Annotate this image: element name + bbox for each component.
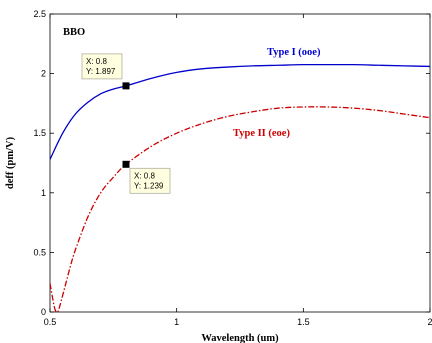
series-line-type-i: [50, 63, 430, 160]
datatip-x-text: X: 0.8: [134, 171, 155, 180]
datatip-box: [81, 53, 123, 80]
x-tick-label: 0.5: [44, 317, 57, 327]
datatip-marker[interactable]: [122, 160, 130, 168]
datatip-box: [129, 167, 171, 194]
y-tick-label: 2.5: [33, 9, 46, 19]
crystal-label: BBO: [63, 27, 85, 38]
datatip-x-text: X: 0.8: [86, 57, 107, 66]
x-axis-title: Wavelength (um): [201, 333, 279, 343]
axis-ticks: 0.5 1 1.5 200.511.522.5: [33, 9, 432, 327]
y-tick-label: 0: [41, 307, 46, 317]
datatip-y-text: Y: 1.897: [86, 67, 116, 76]
series-group: [50, 63, 430, 312]
y-tick-label: 1.5: [33, 128, 46, 138]
datatip-marker[interactable]: [122, 82, 130, 90]
x-tick-label: 2: [427, 317, 432, 327]
y-axis-title: deff (pm/V): [5, 136, 16, 189]
series-line-type-ii: [50, 106, 430, 312]
series-label-type-ii: Type II (eoe): [233, 128, 290, 139]
y-tick-label: 0.5: [33, 247, 46, 257]
series-label-type-i: Type I (ooe): [267, 47, 321, 58]
x-tick-label: 1: [174, 317, 179, 327]
x-tick-label: 1.5: [297, 317, 310, 327]
y-tick-label: 2: [41, 69, 46, 79]
datatip-y-text: Y: 1.239: [134, 181, 164, 190]
y-tick-label: 1: [41, 188, 46, 198]
